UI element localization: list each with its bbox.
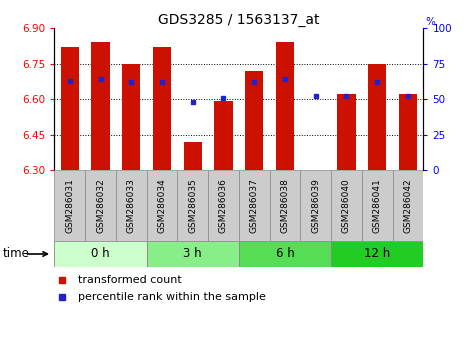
Bar	[116, 170, 147, 241]
Bar	[393, 170, 423, 241]
Bar	[300, 170, 331, 241]
Bar	[54, 170, 85, 241]
Bar	[147, 241, 239, 267]
Bar	[362, 170, 393, 241]
Text: 6 h: 6 h	[276, 247, 294, 261]
Bar	[208, 170, 239, 241]
Text: %: %	[426, 17, 436, 27]
Bar	[239, 170, 270, 241]
Text: 0 h: 0 h	[91, 247, 110, 261]
Bar	[85, 170, 116, 241]
Bar	[331, 241, 423, 267]
Text: time: time	[2, 247, 29, 261]
Bar	[270, 170, 300, 241]
Text: GSM286035: GSM286035	[188, 178, 197, 233]
Text: GSM286041: GSM286041	[373, 178, 382, 233]
Text: GSM286037: GSM286037	[250, 178, 259, 233]
Bar	[239, 241, 331, 267]
Bar	[214, 102, 233, 170]
Bar	[153, 47, 171, 170]
Text: 3 h: 3 h	[184, 247, 202, 261]
Bar	[91, 42, 110, 170]
Text: GSM286034: GSM286034	[158, 178, 166, 233]
Bar	[399, 95, 417, 170]
Text: GSM286039: GSM286039	[311, 178, 320, 233]
Text: GSM286036: GSM286036	[219, 178, 228, 233]
Bar	[368, 64, 386, 170]
Text: 12 h: 12 h	[364, 247, 390, 261]
Text: GSM286040: GSM286040	[342, 178, 351, 233]
Bar	[245, 71, 263, 170]
Text: GSM286032: GSM286032	[96, 178, 105, 233]
Text: percentile rank within the sample: percentile rank within the sample	[79, 292, 266, 302]
Bar	[184, 142, 202, 170]
Bar	[147, 170, 177, 241]
Bar	[61, 47, 79, 170]
Bar	[331, 170, 362, 241]
Title: GDS3285 / 1563137_at: GDS3285 / 1563137_at	[158, 13, 320, 27]
Text: GSM286033: GSM286033	[127, 178, 136, 233]
Bar	[276, 42, 294, 170]
Bar	[54, 241, 147, 267]
Text: GSM286042: GSM286042	[403, 178, 412, 233]
Bar	[337, 95, 356, 170]
Bar	[177, 170, 208, 241]
Text: GSM286031: GSM286031	[65, 178, 74, 233]
Bar	[122, 64, 140, 170]
Text: GSM286038: GSM286038	[280, 178, 289, 233]
Text: transformed count: transformed count	[79, 275, 182, 285]
